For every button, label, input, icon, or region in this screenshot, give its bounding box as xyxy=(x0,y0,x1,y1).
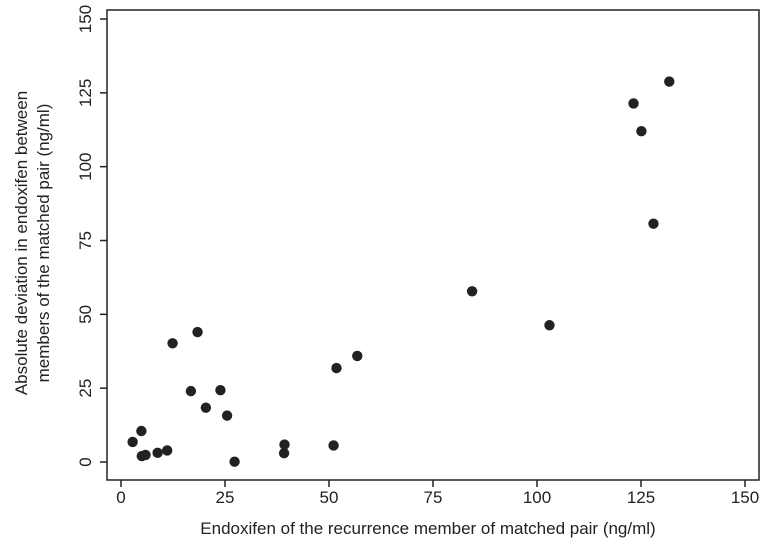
y-tick-label: 0 xyxy=(76,457,95,466)
y-axis-title-line-2: members of the matched pair (ng/ml) xyxy=(34,104,53,383)
y-axis-title-line-1: Absolute deviation in endoxifen between xyxy=(12,91,31,395)
data-point xyxy=(278,447,290,459)
data-point xyxy=(352,350,363,362)
x-tick-label: 125 xyxy=(627,488,655,507)
x-tick-label: 75 xyxy=(424,488,443,507)
data-point xyxy=(664,76,675,87)
x-tick-label: 100 xyxy=(523,488,551,507)
data-point xyxy=(466,286,478,297)
x-axis: 0 25 50 75 100 125 150 xyxy=(116,480,759,507)
y-tick-label: 125 xyxy=(76,79,95,107)
x-tick-label: 150 xyxy=(731,488,759,507)
x-tick-label: 0 xyxy=(116,488,125,507)
data-point xyxy=(331,362,342,374)
data-point xyxy=(192,326,203,338)
data-point xyxy=(328,440,339,451)
data-points xyxy=(127,76,675,467)
data-point xyxy=(544,320,555,331)
y-tick-label: 50 xyxy=(76,305,95,324)
x-tick-label: 50 xyxy=(320,488,339,507)
y-tick-label: 75 xyxy=(76,231,95,250)
data-point xyxy=(167,338,178,349)
y-tick-label: 25 xyxy=(76,379,95,398)
data-point xyxy=(127,436,138,448)
data-point xyxy=(215,385,226,396)
data-point xyxy=(185,385,197,397)
data-point xyxy=(636,126,647,137)
data-point xyxy=(161,445,173,456)
y-axis: 0 25 50 75 100 125 150 xyxy=(76,5,107,467)
data-point xyxy=(628,98,639,109)
data-point xyxy=(136,425,147,437)
y-tick-label: 100 xyxy=(76,152,95,180)
data-point xyxy=(221,410,233,421)
data-point xyxy=(229,456,240,467)
data-point xyxy=(200,402,212,413)
data-point xyxy=(152,447,163,459)
data-point xyxy=(140,449,151,461)
x-tick-label: 25 xyxy=(216,488,235,507)
data-point xyxy=(279,439,290,450)
y-tick-label: 150 xyxy=(76,5,95,33)
x-axis-title: Endoxifen of the recurrence member of ma… xyxy=(200,519,655,538)
data-point xyxy=(648,218,659,229)
